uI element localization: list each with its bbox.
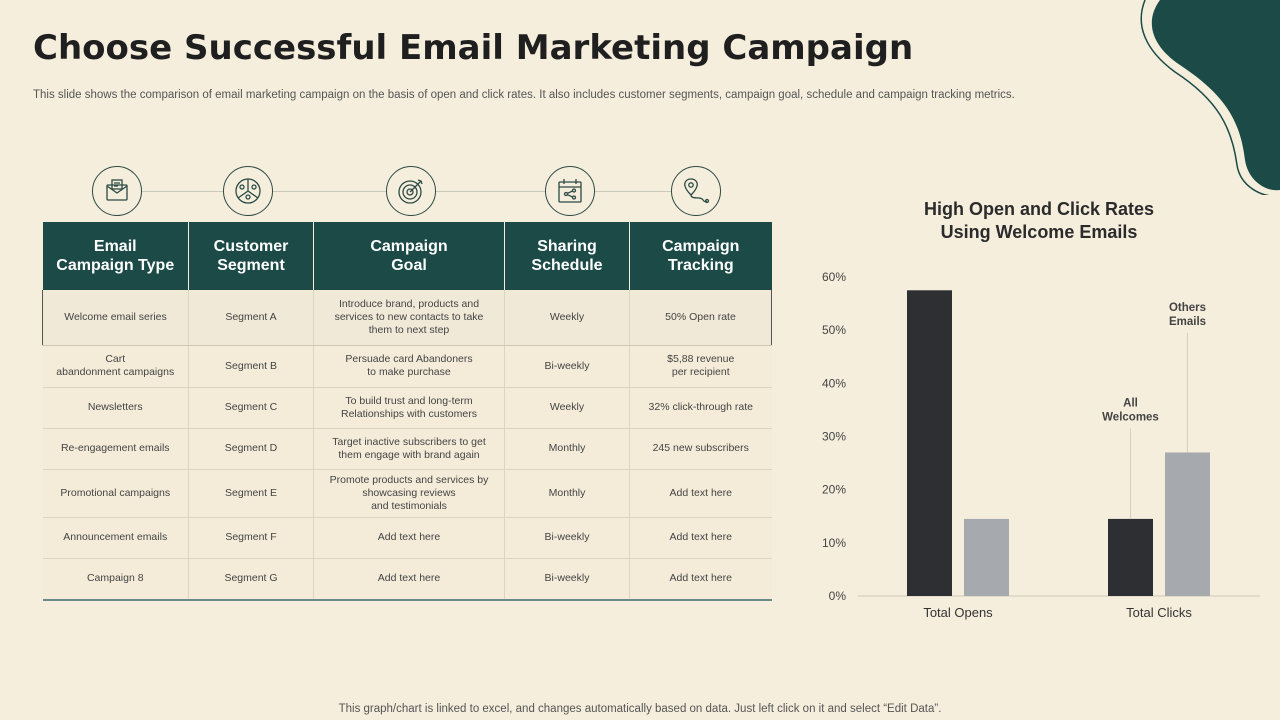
table-cell: Weekly [504,290,630,346]
table-row: Re-engagement emails Segment D Target inac… [42,428,772,470]
table-row: Campaign 8 Segment G Add text here Bi-weekl… [42,558,772,601]
table-cell: Target inactive subscribers to get them … [313,428,505,470]
table-cell: Segment C [188,387,314,429]
table-cell: Announcement emails [42,517,189,559]
corner-decoration [1140,0,1280,195]
table-cell: 50% Open rate [629,290,772,346]
table-cell: Segment G [188,558,314,601]
annotation-label: Others [1169,302,1206,314]
table-cell: Monthly [504,428,630,470]
table-cell: Add text here [629,558,772,601]
table-row: Welcome email series Segment A Introduce b… [42,290,772,346]
table-cell: Persuade card Abandoners to make purchas… [313,345,505,388]
y-tick-label: 50% [822,323,846,337]
table-header-row: Email Campaign Type Customer Segment Cam… [42,222,772,290]
annotation-label: Emails [1169,316,1206,328]
chart-title: High Open and Click Rates Using Welcome … [923,199,1155,242]
table-cell: Cart abandonment campaigns [42,345,189,388]
table-cell: To build trust and long-term Relationshi… [313,387,505,429]
table-cell: Segment D [188,428,314,470]
header-campaign-tracking: Campaign Tracking [629,222,772,290]
table-cell: Promotional campaigns [42,469,189,518]
table-cell: Segment B [188,345,314,388]
table-cell: Re-engagement emails [42,428,189,470]
email-icon [92,166,142,216]
y-tick-label: 0% [829,589,847,603]
page-title: Choose Successful Email Marketing Campai… [33,28,914,68]
table-row: Promotional campaigns Segment E Promote pr… [42,469,772,518]
table-cell: Promote products and services by showcas… [313,469,505,518]
table-row: Newsletters Segment C To build trust and l… [42,387,772,429]
header-campaign-type: Email Campaign Type [42,222,189,290]
bar-all-welcomes [907,290,952,596]
bar-all-welcomes [1108,518,1153,596]
table-cell: $5,88 revenue per recipient [629,345,772,388]
header-sharing-schedule: Sharing Schedule [504,222,630,290]
x-tick-label: Total Clicks [1126,605,1192,620]
header-campaign-goal: Campaign Goal [313,222,505,290]
y-tick-label: 20% [822,483,846,497]
table-cell: Add text here [313,517,505,559]
table-cell: Introduce brand, products and services t… [313,290,505,346]
table-cell: Campaign 8 [42,558,189,601]
page-subtitle: This slide shows the comparison of email… [33,89,1015,101]
table-cell: Segment F [188,517,314,559]
table-row: Cart abandonment campaigns Segment B Persu… [42,345,772,388]
table-cell: Segment E [188,469,314,518]
table-cell: Add text here [313,558,505,601]
table-cell: Add text here [629,469,772,518]
table-cell: Welcome email series [42,290,189,346]
annotation-label: All [1123,398,1138,410]
footer-note: This graph/chart is linked to excel, and… [338,703,942,715]
location-route-icon [671,166,721,216]
y-tick-label: 60% [822,270,846,284]
x-tick-label: Total Opens [923,605,993,620]
bar-chart: 0% 10% 20% 30% 40% 50% 60% Total Opens Total Cli… [822,270,1260,620]
table-cell: Bi-weekly [504,345,630,388]
bar-others-emails [964,518,1009,596]
bar-others-emails [1165,452,1210,596]
table-row: Announcement emails Segment F Add text her… [42,517,772,559]
y-tick-label: 30% [822,430,846,444]
table-cell: Bi-weekly [504,517,630,559]
table-cell: Bi-weekly [504,558,630,601]
annotation-label: Welcomes [1102,412,1159,424]
target-icon [386,166,436,216]
table-cell: Monthly [504,469,630,518]
table-cell: Add text here [629,517,772,559]
table-cell: Weekly [504,387,630,429]
table-cell: Segment A [188,290,314,346]
icons-row [42,164,771,220]
segment-people-icon [223,166,273,216]
calendar-share-icon [545,166,595,216]
table-cell: 245 new subscribers [629,428,772,470]
table-cell: 32% click-through rate [629,387,772,429]
table-cell: Newsletters [42,387,189,429]
y-tick-label: 10% [822,536,846,550]
y-tick-label: 40% [822,376,846,390]
campaign-table: Email Campaign Type Customer Segment Cam… [42,222,772,601]
header-customer-segment: Customer Segment [188,222,314,290]
